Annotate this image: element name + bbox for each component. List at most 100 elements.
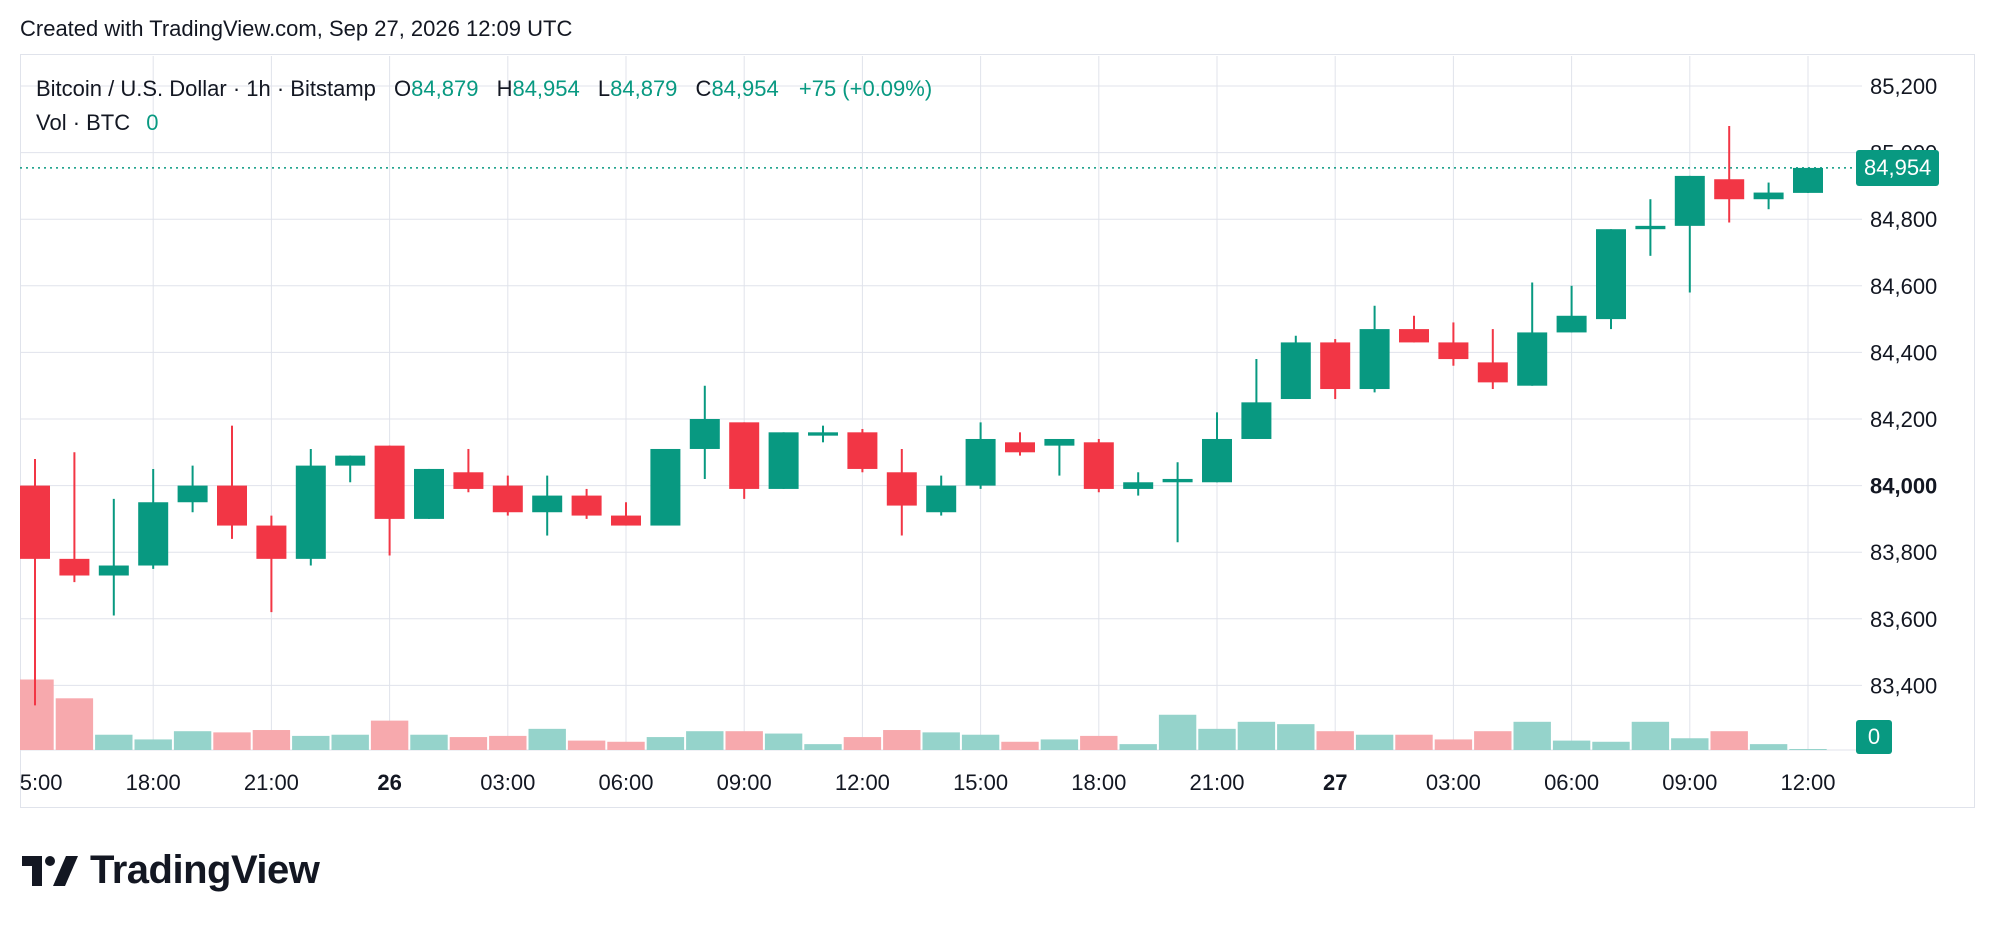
axis-left-mask [0, 766, 20, 800]
volume-bar [213, 732, 251, 750]
candle-body [98, 565, 129, 576]
volume-bar [1434, 739, 1473, 750]
change-value: +75 (+0.09%) [798, 76, 933, 101]
open-value: 84,879 [411, 76, 479, 101]
volume-bar [1277, 724, 1315, 750]
time-tick-label: 03:00 [480, 770, 535, 795]
candle-body [886, 472, 917, 506]
volume-bar [1710, 731, 1748, 750]
candle-body [20, 485, 50, 559]
volume-bar [173, 731, 212, 750]
time-axis: 18:00 21:00 26 03:00 06:00 09:00 12:00 15:00 18:… [0, 766, 1836, 800]
candle-body [1793, 167, 1823, 193]
tradingview-logo-icon [22, 855, 78, 886]
candle-body [1202, 438, 1232, 483]
candle-body [532, 495, 563, 513]
candle-body [729, 422, 760, 489]
volume-bar [55, 698, 94, 750]
candle-body [59, 558, 90, 576]
candle-body [1280, 342, 1311, 400]
volume-bar [370, 720, 409, 750]
candle-body [1320, 342, 1351, 390]
volume-bar [1513, 721, 1551, 750]
candle-body [1556, 315, 1587, 333]
candle-body [1359, 329, 1390, 390]
price-tick-label: 84,000 [1870, 474, 1937, 499]
volume-value: 0 [146, 110, 159, 135]
candle-body [492, 485, 523, 513]
candle-body [335, 455, 366, 466]
volume-bar [134, 739, 172, 750]
logo-text: TradingView [90, 848, 320, 892]
time-tick-label: 09:00 [1662, 770, 1717, 795]
candle-body [138, 502, 169, 566]
candle-body [847, 432, 878, 469]
volume-bar [1040, 739, 1079, 750]
legend: Bitcoin / U.S. Dollar · 1h · Bitstamp O8… [36, 72, 932, 140]
candle-body [1438, 342, 1469, 360]
high-value: 84,954 [512, 76, 580, 101]
volume-bar [725, 731, 763, 750]
volume-line: Vol · BTC 0 [36, 106, 932, 140]
volume-bar [1789, 749, 1827, 750]
time-tick-label: 12:00 [1780, 770, 1835, 795]
candle-body [374, 445, 405, 519]
open-label: O [394, 76, 412, 101]
volume-bar [804, 744, 842, 750]
candle-body [1517, 332, 1548, 386]
price-tick-label: 84,600 [1870, 274, 1937, 299]
price-tick-label: 83,800 [1870, 540, 1937, 565]
time-tick-label: 18:00 [1071, 770, 1126, 795]
volume-tag: 0 [1856, 720, 1892, 754]
candle-body [768, 432, 799, 489]
volume-bar [252, 730, 291, 750]
volume-bar [489, 735, 527, 750]
symbol-label: Bitcoin / U.S. Dollar · 1h · Bitstamp [36, 76, 376, 101]
price-tick-label: 84,400 [1870, 340, 1937, 365]
volume-bar [1631, 721, 1670, 750]
candle-body [1596, 229, 1626, 320]
candle-body [1083, 442, 1114, 489]
volume-bar [607, 741, 645, 750]
volume-bar [528, 728, 566, 750]
volume-bar [410, 734, 448, 750]
tradingview-logo[interactable]: TradingView [22, 848, 320, 893]
volume-bar [1237, 721, 1276, 750]
close-label: C [695, 76, 712, 101]
candle-body [1674, 175, 1705, 226]
volume-bar [961, 734, 1000, 750]
candle-body [1477, 362, 1508, 383]
time-tick-label: 12:00 [835, 770, 890, 795]
candle-body [965, 438, 996, 486]
candle-body [1005, 442, 1035, 453]
low-label: L [597, 76, 611, 101]
volume-bar [331, 734, 369, 750]
volume-bar [1119, 744, 1157, 750]
time-tick-label: 27 [1323, 770, 1347, 795]
candle-body [689, 419, 720, 449]
price-tick-label: 84,200 [1870, 407, 1937, 432]
volume-bar [922, 732, 960, 750]
candle-body [1714, 179, 1745, 200]
volume-bars [20, 679, 1827, 750]
candle-body [1635, 225, 1666, 230]
candle-body [1123, 482, 1154, 489]
volume-label: Vol · BTC [36, 110, 131, 135]
time-tick-label: 06:00 [1544, 770, 1599, 795]
volume-bar [292, 735, 330, 750]
volume-bar [1592, 741, 1630, 750]
volume-bar [1355, 734, 1394, 750]
candle-body [1241, 402, 1272, 439]
volume-bar [883, 730, 921, 750]
volume-bar [1158, 714, 1197, 750]
candle-body [611, 515, 641, 526]
time-tick-label: 26 [377, 770, 401, 795]
chart-frame[interactable] [20, 54, 1975, 808]
candle-body [650, 448, 681, 526]
volume-bar [1316, 731, 1354, 750]
candles [20, 125, 1823, 706]
close-value: 84,954 [711, 76, 779, 101]
volume-bar [449, 737, 488, 750]
volume-bar [1395, 734, 1433, 750]
